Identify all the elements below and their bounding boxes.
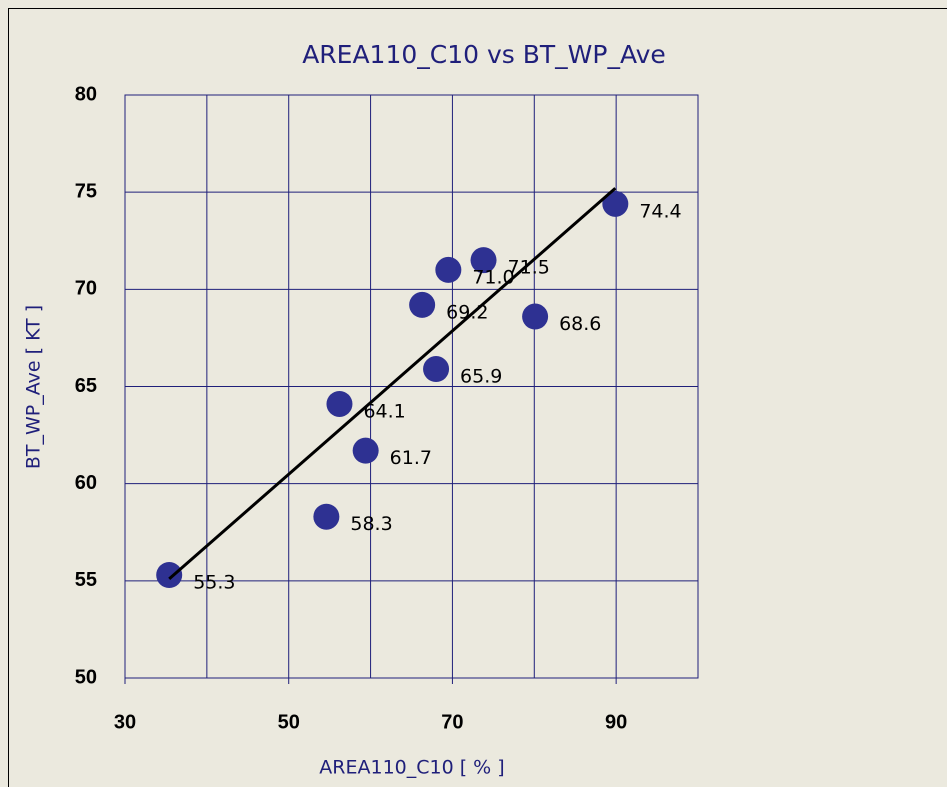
data-label: 58.3: [350, 513, 392, 535]
chart-title: AREA110_C10 vs BT_WP_Ave: [302, 40, 666, 69]
trendline: [168, 187, 617, 581]
y-tick-label: 50: [75, 666, 97, 688]
data-label: 68.6: [559, 313, 601, 335]
point: [409, 291, 436, 318]
point: [313, 503, 340, 530]
data-label: 61.7: [390, 447, 432, 469]
y-tick-label: 80: [75, 83, 97, 105]
data-label: 71.5: [508, 257, 550, 279]
y-tick-label: 55: [75, 569, 97, 591]
data-label: 74.4: [639, 200, 681, 222]
point: [522, 303, 549, 330]
data-label: 69.2: [446, 301, 488, 323]
point: [326, 390, 353, 417]
plot-border: [124, 94, 699, 679]
x-tick-label: 50: [278, 711, 300, 733]
frame: [8, 8, 947, 787]
point: [352, 437, 379, 464]
y-tick-label: 60: [75, 472, 97, 494]
point: [423, 356, 450, 383]
point: [470, 247, 497, 274]
data-label: 64.1: [363, 400, 405, 422]
x-axis-label: AREA110_C10 [ % ]: [319, 757, 504, 779]
y-axis-label: BT_WP_Ave [ KT ]: [23, 305, 45, 469]
point: [602, 190, 629, 217]
x-tick-label: 30: [114, 711, 136, 733]
y-tick-label: 70: [75, 278, 97, 300]
point: [156, 562, 183, 589]
y-tick-label: 75: [75, 180, 97, 202]
point: [435, 256, 462, 283]
y-tick-label: 65: [75, 375, 97, 397]
data-label: 55.3: [193, 572, 235, 594]
data-label: 71.0: [472, 266, 514, 288]
x-tick-label: 70: [441, 711, 463, 733]
x-tick-label: 90: [605, 711, 627, 733]
data-label: 65.9: [460, 366, 502, 388]
